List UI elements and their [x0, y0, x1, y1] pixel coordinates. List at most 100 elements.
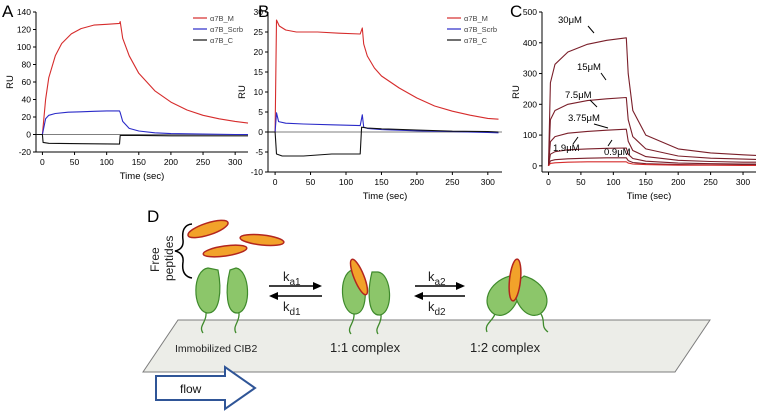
y-tick-label: 300 — [523, 69, 537, 79]
y-tick-label: -10 — [251, 167, 264, 177]
x-axis-label: Time (sec) — [120, 171, 165, 182]
y-tick-label: 0 — [26, 130, 31, 140]
free-peptide — [187, 219, 229, 239]
rate-kd1: kd1 — [283, 299, 301, 318]
x-tick-label: 50 — [70, 157, 80, 167]
concentration-label: 0.9μM — [604, 147, 631, 158]
series-line-0.9μM — [548, 161, 756, 167]
label-leader-line — [600, 72, 607, 81]
y-tick-label: 40 — [22, 95, 32, 105]
series-line-3.75μM — [547, 147, 756, 166]
y-tick-label: 500 — [523, 7, 537, 17]
cib2-monomer-left — [195, 267, 221, 334]
y-tick-label: -5 — [255, 147, 263, 157]
x-tick-label: 50 — [576, 177, 586, 187]
x-tick-label: 150 — [132, 157, 146, 167]
cib2-monomer-right — [226, 267, 249, 334]
x-tick-label: 200 — [671, 177, 685, 187]
surface-label-1-1: 1:1 complex — [330, 340, 401, 355]
y-tick-label: 400 — [523, 38, 537, 48]
free-peptides-label-line2: peptides — [162, 236, 176, 281]
x-tick-label: 50 — [306, 177, 316, 187]
y-tick-label: 20 — [22, 112, 32, 122]
cib2-complex-1-1 — [341, 258, 391, 335]
series-line-α7B_M — [41, 21, 249, 135]
rate-ka1: ka1 — [283, 269, 301, 288]
bound-peptide — [349, 258, 369, 296]
y-tick-label: 10 — [254, 87, 264, 97]
legend-entry: α7B_C — [464, 36, 488, 45]
x-tick-label: 150 — [374, 177, 388, 187]
y-tick-label: -20 — [19, 147, 32, 157]
y-tick-label: 140 — [17, 7, 31, 17]
y-tick-label: 100 — [523, 130, 537, 140]
surface-label-immobilized: Immobilized CIB2 — [175, 343, 257, 355]
x-axis-label: Time (sec) — [627, 191, 672, 202]
label-leader-line — [593, 123, 609, 129]
x-tick-label: 0 — [546, 177, 551, 187]
panel-letter-c: C — [510, 2, 522, 21]
binding-diagram: D Free peptides Immobilized CIB2 — [142, 207, 711, 411]
rate-kd2: kd2 — [428, 299, 446, 318]
y-tick-label: 5 — [258, 107, 263, 117]
legend-entry: α7B_Scrb — [464, 25, 497, 34]
panel-letter-d: D — [147, 207, 159, 226]
y-tick-label: 200 — [523, 99, 537, 109]
concentration-label: 7.5μM — [565, 90, 592, 101]
y-tick-label: 30 — [254, 7, 264, 17]
x-tick-label: 150 — [639, 177, 653, 187]
y-tick-label: 0 — [258, 127, 263, 137]
y-tick-label: 60 — [22, 77, 32, 87]
concentration-label: 1.9μM — [553, 143, 580, 154]
x-tick-label: 300 — [736, 177, 750, 187]
x-tick-label: 200 — [164, 157, 178, 167]
series-line-15μM — [547, 96, 757, 166]
flow-label: flow — [180, 382, 202, 396]
label-leader-line — [572, 136, 579, 145]
x-tick-label: 250 — [445, 177, 459, 187]
series-line-α7B_Scrb — [41, 110, 248, 136]
x-tick-label: 250 — [196, 157, 210, 167]
x-tick-label: 0 — [273, 177, 278, 187]
y-tick-label: 20 — [254, 47, 264, 57]
x-tick-label: 0 — [40, 157, 45, 167]
x-tick-label: 250 — [704, 177, 718, 187]
y-axis-label: RU — [237, 85, 248, 99]
sensor-surface — [142, 319, 711, 373]
series-line-7.5μM — [547, 128, 756, 166]
label-leader-line — [587, 25, 595, 34]
x-tick-label: 100 — [100, 157, 114, 167]
series-line-α7B_M — [268, 19, 499, 133]
chart-panel-c: 0 100 200 300 400 500 0 50 100 150 200 250 300 Time (… — [511, 7, 757, 202]
y-tick-label: 100 — [17, 42, 31, 52]
bound-peptide — [508, 258, 522, 302]
cib2-complex-1-2 — [485, 258, 549, 333]
legend-entry: α7B_C — [210, 36, 234, 45]
legend-entry: α7B_M — [464, 14, 488, 23]
x-tick-label: 100 — [339, 177, 353, 187]
x-tick-label: 300 — [228, 157, 242, 167]
legend-entry: α7B_M — [210, 14, 234, 23]
panel-letter-a: A — [2, 2, 14, 21]
y-tick-label: 120 — [17, 25, 31, 35]
flow-arrow-icon — [155, 365, 257, 411]
concentration-label: 30μM — [558, 15, 582, 26]
y-axis-label: RU — [5, 75, 16, 89]
series-line-α7B_C — [36, 133, 248, 145]
y-tick-label: 0 — [532, 161, 537, 171]
series-line-α7B_Scrb — [268, 112, 499, 134]
series-line-α7B_C — [268, 126, 499, 157]
free-peptide — [202, 244, 248, 258]
y-axis-label: RU — [511, 85, 522, 99]
x-axis-label: Time (sec) — [363, 191, 408, 202]
legend-entry: α7B_Scrb — [210, 25, 243, 34]
x-tick-label: 200 — [410, 177, 424, 187]
concentration-label: 15μM — [577, 62, 601, 73]
label-leader-line — [589, 99, 598, 108]
brace-icon — [174, 223, 193, 279]
surface-label-1-2: 1:2 complex — [470, 340, 541, 355]
x-tick-label: 300 — [481, 177, 495, 187]
x-tick-label: 100 — [606, 177, 620, 187]
